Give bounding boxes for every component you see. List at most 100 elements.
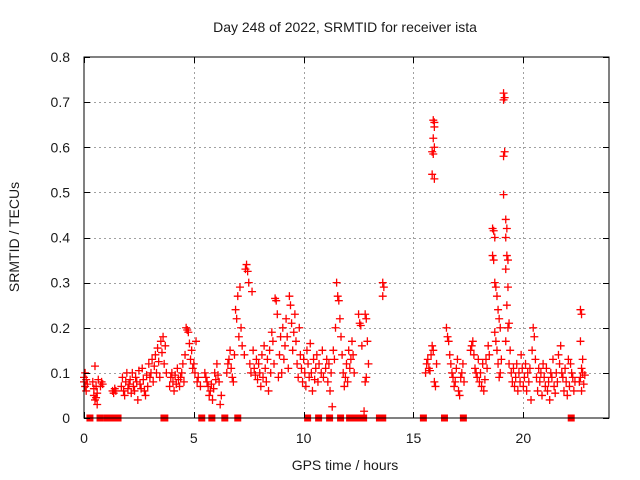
data-point	[251, 371, 260, 380]
data-point	[141, 391, 150, 400]
data-point	[479, 386, 488, 395]
data-point	[527, 395, 536, 404]
data-point	[322, 355, 331, 364]
data-point	[330, 355, 339, 364]
data-point	[226, 346, 235, 355]
data-point	[563, 391, 572, 400]
data-point	[203, 377, 212, 386]
data-point	[455, 391, 464, 400]
data-point	[125, 380, 134, 389]
y-tick-label: 0	[62, 410, 70, 426]
data-point	[522, 386, 531, 395]
data-point	[518, 364, 527, 373]
data-point	[149, 377, 158, 386]
data-point	[155, 373, 164, 382]
data-point	[361, 377, 370, 386]
data-point	[503, 323, 512, 332]
data-point	[259, 373, 268, 382]
data-point	[360, 407, 369, 416]
data-point	[222, 368, 231, 377]
data-point	[489, 256, 498, 265]
data-point	[480, 375, 489, 384]
data-point	[159, 332, 168, 341]
data-point	[173, 364, 182, 373]
data-point	[193, 377, 202, 386]
data-point	[248, 287, 257, 296]
data-point	[530, 332, 539, 341]
data-point	[117, 382, 126, 391]
data-point	[305, 373, 314, 382]
data-point	[502, 301, 511, 310]
y-tick-label: 0.5	[51, 184, 71, 200]
data-point	[262, 377, 271, 386]
data-point	[83, 380, 92, 389]
data-point	[200, 368, 209, 377]
data-point	[340, 382, 349, 391]
data-point	[575, 377, 584, 386]
data-point	[478, 359, 487, 368]
data-point	[442, 323, 451, 332]
data-point	[496, 368, 505, 377]
data-point	[278, 323, 287, 332]
data-point	[189, 359, 198, 368]
data-point	[534, 364, 543, 373]
data-point	[475, 377, 484, 386]
data-point	[224, 355, 233, 364]
y-tick-label: 0.1	[51, 365, 71, 381]
plot-frame	[83, 56, 610, 419]
data-point	[427, 350, 436, 359]
data-point	[315, 359, 324, 368]
data-point	[490, 328, 499, 337]
data-point	[268, 337, 277, 346]
data-point	[509, 364, 518, 373]
data-point	[246, 368, 255, 377]
data-point	[357, 341, 366, 350]
data-point	[346, 355, 355, 364]
data-point	[286, 301, 295, 310]
data-point	[362, 373, 371, 382]
data-point	[491, 283, 500, 292]
data-point	[275, 350, 284, 359]
data-point	[250, 364, 259, 373]
data-point	[329, 346, 338, 355]
data-point	[261, 364, 270, 373]
data-point	[272, 296, 281, 305]
data-point	[453, 355, 462, 364]
data-point	[245, 359, 254, 368]
data-point	[274, 373, 283, 382]
data-point	[328, 402, 337, 411]
data-point	[333, 292, 342, 301]
data-point	[294, 373, 303, 382]
data-point	[565, 382, 574, 391]
data-point	[342, 359, 351, 368]
data-point	[474, 355, 483, 364]
data-point	[557, 368, 566, 377]
data-point	[157, 348, 166, 357]
data-point	[150, 362, 159, 371]
data-point	[131, 373, 140, 382]
data-point	[531, 355, 540, 364]
data-point	[284, 364, 293, 373]
data-point	[144, 359, 153, 368]
data-point	[139, 375, 148, 384]
data-point	[154, 357, 163, 366]
data-point	[196, 382, 205, 391]
data-point	[319, 373, 328, 382]
data-point	[288, 346, 297, 355]
data-point	[510, 382, 519, 391]
data-point	[568, 373, 577, 382]
data-point	[548, 355, 557, 364]
data-point	[428, 170, 437, 179]
data-point	[362, 314, 371, 323]
data-point	[443, 332, 452, 341]
data-point	[140, 386, 149, 395]
data-point	[535, 377, 544, 386]
data-point	[291, 337, 300, 346]
data-point	[429, 134, 438, 143]
data-point	[425, 366, 434, 375]
data-point	[550, 382, 559, 391]
data-point	[287, 319, 296, 328]
data-point	[283, 332, 292, 341]
data-point	[523, 368, 532, 377]
data-point	[188, 364, 197, 373]
